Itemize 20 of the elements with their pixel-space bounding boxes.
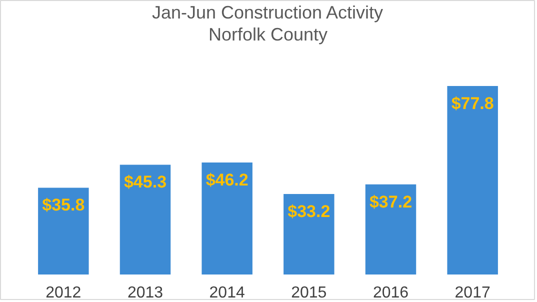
x-tick-label: 2014	[209, 284, 245, 302]
data-label: $35.8	[42, 196, 85, 215]
x-tick-label: 2016	[372, 284, 409, 302]
data-label: $46.2	[206, 170, 248, 190]
x-tick-label: 2015	[291, 284, 327, 302]
bar	[38, 188, 89, 274]
bar	[365, 184, 416, 274]
data-label: $37.2	[369, 192, 412, 212]
bar	[202, 162, 252, 274]
data-label: $77.8	[451, 94, 494, 113]
bar	[120, 164, 171, 274]
chart-subtitle: Norfolk County	[208, 24, 328, 44]
bar	[447, 86, 498, 274]
data-label: $33.2	[288, 202, 330, 222]
x-tick-label: 2012	[46, 284, 82, 302]
chart-title: Jan-Jun Construction Activity	[152, 2, 384, 22]
x-tick-label: 2013	[127, 284, 164, 302]
bar	[284, 194, 334, 274]
data-label: $45.3	[124, 172, 167, 192]
x-tick-label: 2017	[454, 284, 490, 302]
